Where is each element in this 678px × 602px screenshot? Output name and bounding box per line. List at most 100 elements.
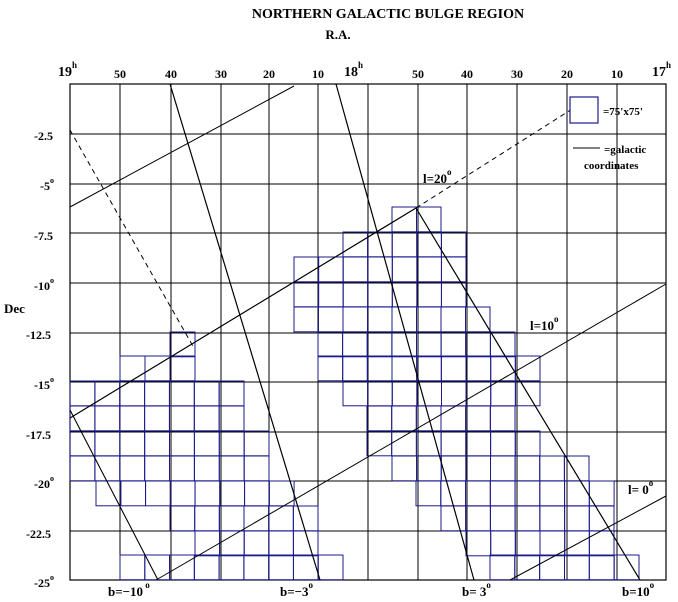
legend-galactic-label-1: =galactic xyxy=(604,144,646,156)
survey-field-box xyxy=(391,231,418,258)
legend-field-box-label: =75'x75' xyxy=(603,106,643,118)
dec-label: -22.5 xyxy=(26,527,51,541)
survey-field-box xyxy=(539,480,566,507)
survey-field-box xyxy=(366,430,393,457)
survey-field-box xyxy=(391,331,417,358)
survey-field-box xyxy=(342,380,369,407)
dec-label: -5o xyxy=(40,176,54,193)
dec-axis-label: Dec xyxy=(4,301,25,316)
survey-field-box xyxy=(119,405,146,432)
galactic-label-l20: l=20o xyxy=(423,167,452,186)
survey-field-box xyxy=(119,455,146,482)
survey-field-box xyxy=(144,430,171,457)
survey-field-box xyxy=(292,505,319,532)
survey-field-box xyxy=(342,256,369,283)
survey-field-box xyxy=(218,380,245,407)
survey-field-box xyxy=(416,455,442,482)
survey-field-box xyxy=(342,355,368,382)
survey-field-box xyxy=(119,430,146,457)
survey-field-box xyxy=(194,530,221,557)
survey-field-box xyxy=(194,505,220,532)
survey-field-box xyxy=(144,554,171,581)
survey-field-box xyxy=(243,554,270,581)
survey-field-box xyxy=(391,430,417,457)
survey-field-box xyxy=(169,505,196,532)
galactic-line-l20-dashed xyxy=(415,103,581,209)
galactic-line-b-plus-10 xyxy=(415,207,641,581)
survey-field-box xyxy=(416,281,442,308)
survey-field-box xyxy=(366,355,393,382)
survey-field-box xyxy=(539,455,565,482)
survey-field-box xyxy=(218,505,245,532)
galactic-line-l10 xyxy=(155,283,667,581)
survey-field-box xyxy=(94,430,121,457)
survey-field-box xyxy=(564,505,590,532)
galactic-line-l-upper xyxy=(69,85,295,208)
survey-field-box xyxy=(514,380,541,407)
survey-field-box xyxy=(415,430,442,457)
survey-field-box xyxy=(465,331,491,358)
dec-label: -7.5 xyxy=(34,229,53,243)
survey-field-box xyxy=(440,405,467,432)
survey-field-box xyxy=(366,331,393,358)
survey-field-box xyxy=(465,430,492,457)
ra-minute-label: 10 xyxy=(611,67,623,81)
survey-field-box xyxy=(416,256,442,283)
survey-field-box xyxy=(489,554,516,581)
survey-field-box xyxy=(219,530,245,557)
survey-field-box xyxy=(465,455,491,482)
survey-field-box xyxy=(489,405,516,432)
survey-field-box xyxy=(69,455,96,482)
ra-minute-label: 10 xyxy=(312,67,324,81)
dec-label: -20o xyxy=(34,474,54,491)
survey-field-box xyxy=(293,281,320,308)
ra-minute-label: 50 xyxy=(114,67,126,81)
diagram-title: NORTHERN GALACTIC BULGE REGION xyxy=(252,7,524,22)
survey-field-box xyxy=(416,355,442,382)
survey-field-box xyxy=(367,380,393,407)
survey-field-box xyxy=(194,480,221,507)
survey-field-box xyxy=(119,380,146,407)
survey-field-box xyxy=(367,306,393,333)
dec-label: -25o xyxy=(34,573,54,590)
survey-field-box xyxy=(292,554,319,581)
survey-field-box xyxy=(514,554,541,581)
ra-hour-label-17: 17h xyxy=(652,60,671,80)
survey-field-box xyxy=(514,530,541,557)
survey-field-box xyxy=(193,430,220,457)
galactic-label-b-plus-3: b= 3o xyxy=(462,580,491,599)
survey-field-box xyxy=(193,405,220,432)
survey-field-box xyxy=(218,405,245,432)
dec-label: -12.5 xyxy=(26,328,51,342)
survey-field-box xyxy=(243,530,270,557)
survey-field-box xyxy=(440,355,467,382)
survey-field-box xyxy=(613,554,640,581)
survey-field-box xyxy=(94,380,121,407)
survey-field-box xyxy=(342,331,368,358)
survey-field-boxes xyxy=(69,206,640,581)
ra-hour-label-19: 19h xyxy=(58,60,77,80)
galactic-label-l10: l=10o xyxy=(530,314,559,333)
galactic-label-b-minus-3: b=−3o xyxy=(280,580,314,599)
survey-field-box xyxy=(391,256,418,283)
survey-field-box xyxy=(243,430,270,457)
survey-field-box xyxy=(367,281,393,308)
survey-field-box xyxy=(489,480,516,507)
survey-field-box xyxy=(564,554,590,581)
galactic-line-b-minus-3 xyxy=(169,83,321,581)
survey-field-box xyxy=(539,554,566,581)
survey-field-box xyxy=(514,455,541,482)
survey-field-box xyxy=(144,455,171,482)
ra-minute-label: 20 xyxy=(263,67,275,81)
survey-field-box xyxy=(193,455,220,482)
survey-field-box xyxy=(168,380,195,407)
galactic-coordinate-lines xyxy=(69,83,667,581)
dec-label: -15o xyxy=(34,375,54,392)
survey-field-box xyxy=(440,430,467,457)
ra-minute-label: 50 xyxy=(412,67,424,81)
survey-field-box xyxy=(440,331,467,358)
survey-field-box xyxy=(317,554,344,581)
survey-field-box xyxy=(391,455,418,482)
survey-field-box xyxy=(317,355,344,382)
galactic-label-b-plus-10: b=10o xyxy=(622,580,655,599)
